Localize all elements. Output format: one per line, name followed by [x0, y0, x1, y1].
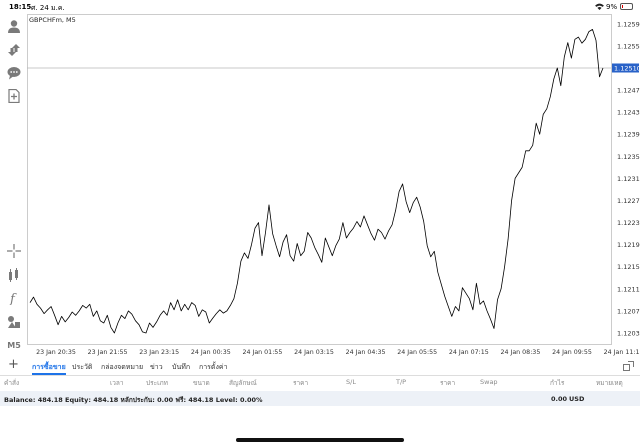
y-tick-label: 1.12230 [617, 219, 640, 227]
crosshair-icon[interactable] [6, 243, 22, 259]
tab-news[interactable]: ข่าว [150, 363, 163, 371]
status-date: ศ. 24 ม.ค. [31, 4, 65, 12]
col-time[interactable]: เวลา [110, 379, 124, 387]
status-time: 18:15 [9, 3, 32, 11]
wifi-icon [595, 3, 604, 10]
y-tick-label: 1.12590 [617, 20, 640, 28]
x-tick-label: 24 Jan 03:15 [294, 349, 334, 356]
col-price[interactable]: ราคา [293, 379, 309, 387]
x-tick-label: 24 Jan 08:35 [500, 349, 540, 356]
y-tick-label: 1.12350 [617, 153, 640, 161]
new-order-icon[interactable] [6, 88, 22, 104]
add-tab-button[interactable]: + [8, 357, 19, 372]
left-toolbar: f M5 [0, 14, 27, 354]
y-tick-label: 1.12190 [617, 241, 640, 249]
x-tick-label: 24 Jan 05:55 [397, 349, 437, 356]
svg-text:f: f [9, 292, 17, 305]
col-profit[interactable]: กำไร [550, 379, 565, 387]
balance-bar: Balance: 484.18 Equity: 484.18 หลักประกั… [0, 391, 640, 406]
x-tick-label: 24 Jan 00:35 [191, 349, 231, 356]
x-tick-label: 23 Jan 23:15 [139, 349, 179, 356]
account-icon[interactable] [6, 18, 22, 34]
col-current-price[interactable]: ราคา [440, 379, 456, 387]
x-tick-label: 24 Jan 07:15 [449, 349, 489, 356]
y-tick-label: 1.12310 [617, 175, 640, 183]
account-currency: USD [569, 395, 585, 403]
bottom-tabs: + การซื้อขาย ประวัติ กล่องจดหมาย ข่าว บั… [0, 357, 640, 375]
x-tick-label: 24 Jan 04:35 [346, 349, 386, 356]
tab-history[interactable]: ประวัติ [72, 363, 93, 371]
trade-arrows-icon[interactable] [6, 42, 22, 58]
y-tick-label: 1.12110 [617, 285, 640, 293]
y-tick-label: 1.12390 [617, 131, 640, 139]
tabs-divider [0, 375, 640, 376]
col-sl[interactable]: S/L [346, 378, 356, 386]
function-icon[interactable]: f [6, 290, 22, 306]
price-series-line [29, 28, 604, 334]
y-tick-label: 1.12430 [617, 109, 640, 117]
x-tick-label: 24 Jan 01:55 [242, 349, 282, 356]
x-tick-label: 24 Jan 09:55 [552, 349, 592, 356]
y-tick-label: 1.12270 [617, 197, 640, 205]
chart-area[interactable] [27, 14, 612, 345]
tab-mailbox[interactable]: กล่องจดหมาย [101, 363, 144, 371]
current-price-tag [612, 63, 639, 73]
col-volume[interactable]: ขนาด [193, 379, 210, 387]
chart-symbol-label: GBPCHFm, M5 [29, 16, 76, 24]
tab-trade[interactable]: การซื้อขาย [32, 363, 66, 375]
x-tick-label: 23 Jan 20:35 [36, 349, 76, 356]
status-bar: 18:15 ศ. 24 ม.ค. 9% [0, 0, 640, 14]
chat-icon[interactable] [6, 65, 22, 81]
x-tick-label: 24 Jan 11:15 [604, 349, 640, 356]
col-order[interactable]: คำสั่ง [4, 379, 20, 387]
indicators-icon[interactable] [6, 267, 22, 283]
battery-percent: 9% [606, 3, 618, 11]
y-tick-label: 1.12550 [617, 42, 640, 50]
col-type[interactable]: ประเภท [146, 379, 168, 387]
col-tp[interactable]: T/P [396, 378, 407, 386]
col-swap[interactable]: Swap [480, 378, 498, 386]
total-profit: 0.00 [551, 395, 568, 403]
current-price-label: 1.12510 [614, 64, 640, 72]
timeframe-button[interactable]: M5 [7, 340, 21, 350]
col-symbol[interactable]: สัญลักษณ์ [229, 379, 257, 387]
expand-panel-icon[interactable] [623, 361, 634, 371]
balance-summary: Balance: 484.18 Equity: 484.18 หลักประกั… [4, 396, 263, 404]
trade-columns-header: คำสั่ง เวลา ประเภท ขนาด สัญลักษณ์ ราคา S… [0, 378, 640, 390]
y-tick-label: 1.12470 [617, 87, 640, 95]
objects-icon[interactable] [6, 314, 22, 330]
tab-journal[interactable]: บันทึก [172, 363, 191, 371]
battery-icon [620, 3, 633, 10]
home-indicator[interactable] [236, 438, 404, 442]
tab-settings[interactable]: การตั้งค่า [199, 363, 228, 371]
y-tick-label: 1.12070 [617, 307, 640, 315]
y-tick-label: 1.12150 [617, 263, 640, 271]
x-tick-label: 23 Jan 21:55 [88, 349, 128, 356]
col-comment[interactable]: หมายเหตุ [596, 379, 623, 387]
price-chart: 1.12590 1.12550 1.12510 1.12470 1.12430 1.123… [27, 20, 640, 356]
y-tick-label: 1.12030 [617, 329, 640, 337]
